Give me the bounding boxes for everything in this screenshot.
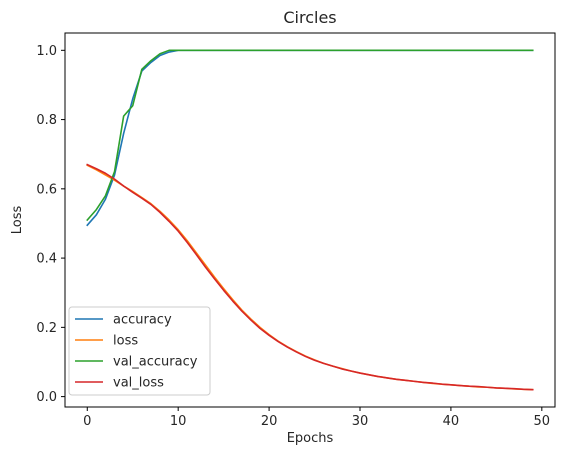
y-tick-label: 0.4 [36,252,57,267]
x-tick-label: 50 [534,414,551,429]
y-axis-ticks: 0.0 0.2 0.4 0.6 0.8 1.0 [36,44,65,405]
legend-label-accuracy: accuracy [113,313,172,328]
legend-label-val-loss: val_loss [113,376,164,391]
x-tick-label: 20 [261,414,278,429]
plot-area-frame [64,32,556,408]
x-tick-label: 10 [170,414,187,429]
series-lines [86,49,534,391]
chart-title: Circles [283,8,336,27]
legend-label-loss: loss [113,334,138,349]
y-tick-label: 0.0 [36,390,57,405]
y-tick-label: 0.6 [36,182,57,197]
series-line-accuracy [86,49,534,227]
y-axis-label: Loss [10,206,25,235]
x-tick-label: 0 [83,414,91,429]
legend: accuracy loss val_accuracy val_loss [68,306,211,396]
legend-box [68,306,211,396]
legend-label-val-accuracy: val_accuracy [113,355,198,370]
x-tick-label: 40 [443,414,460,429]
y-tick-label: 0.8 [36,113,57,128]
series-line-val-accuracy [86,49,534,222]
y-tick-label: 0.2 [36,321,57,336]
x-tick-label: 30 [352,414,369,429]
x-axis-label: Epochs [287,431,334,446]
x-axis-ticks: 0 10 20 30 40 50 [83,407,550,429]
y-tick-label: 1.0 [36,44,57,59]
series-line-val-loss [86,163,534,391]
